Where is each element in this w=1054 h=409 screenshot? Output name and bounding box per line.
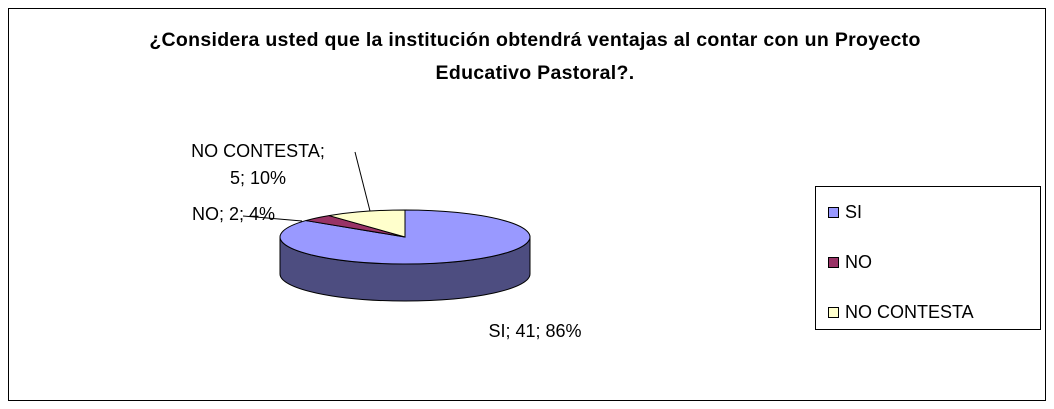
- legend-swatch: [828, 307, 839, 318]
- data-label: NO CONTESTA; 5; 10%: [191, 141, 325, 188]
- legend-label: NO: [845, 252, 872, 272]
- chart-title: ¿Considera usted que la institución obte…: [149, 29, 921, 84]
- data-label: NO; 2; 4%: [191, 204, 275, 224]
- legend-swatch: [828, 257, 839, 268]
- pie-slice: [328, 209, 406, 238]
- leader-line: [354, 151, 371, 212]
- legend-box: [815, 186, 1041, 330]
- legend-label: SI: [845, 202, 862, 222]
- legend-label: NO CONTESTA: [845, 302, 974, 322]
- legend-swatch: [828, 207, 839, 218]
- data-label: SI; 41; 86%: [488, 321, 582, 341]
- leader-line: [242, 215, 303, 222]
